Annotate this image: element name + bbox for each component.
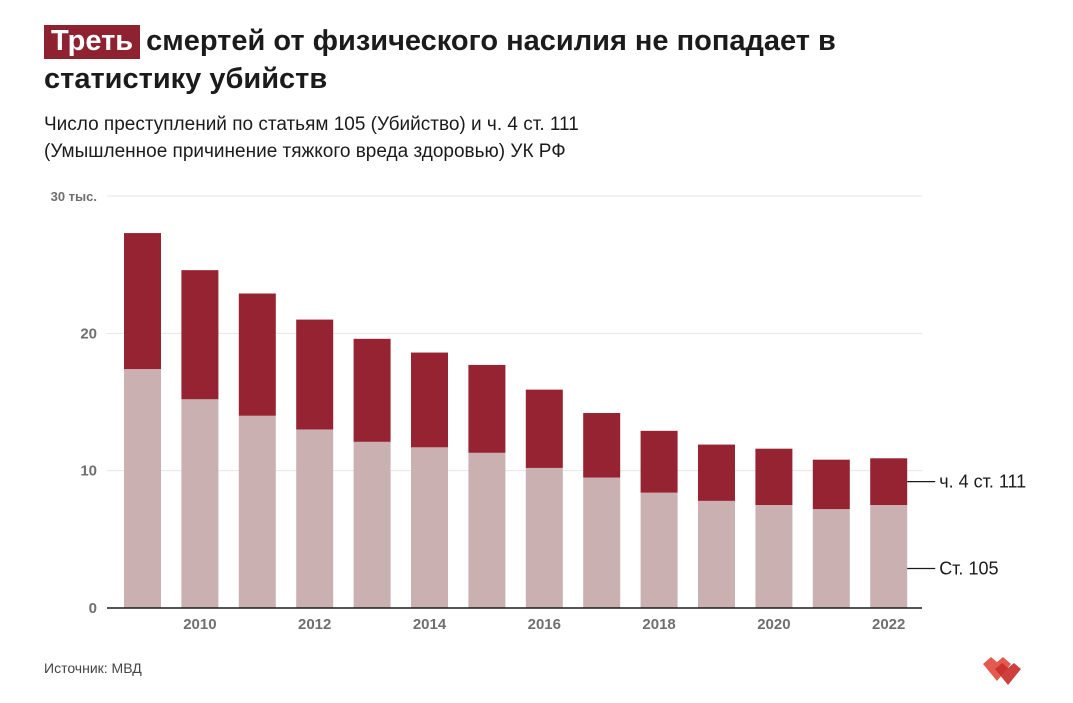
bar-st105	[870, 505, 908, 608]
x-tick-label: 2022	[872, 616, 905, 633]
x-tick-label: 2010	[183, 616, 216, 633]
bar-st105	[698, 500, 735, 608]
bar-ch4-st111	[812, 459, 850, 510]
bar-ch4-st111	[353, 338, 391, 442]
bar-st105	[238, 415, 276, 608]
bar-st105	[124, 369, 161, 608]
bar-st105	[296, 429, 334, 608]
bar-st105	[755, 505, 793, 608]
x-tick-label: 2018	[642, 616, 675, 633]
bar-st105	[525, 467, 563, 608]
x-tick-label: 2016	[528, 616, 561, 633]
bar-ch4-st111	[468, 364, 506, 453]
x-tick-label: 2014	[413, 616, 447, 633]
source-note: Источник: МВД	[44, 660, 142, 676]
bar-st105	[583, 477, 621, 608]
bar-ch4-st111	[525, 389, 563, 468]
x-tick-label: 2020	[757, 616, 790, 633]
bar-ch4-st111	[124, 233, 161, 370]
bar-st105	[468, 452, 506, 608]
title-rest: смертей от физического насилия не попада…	[44, 25, 836, 95]
legend-label-st105: Ст. 105	[939, 559, 998, 579]
x-tick-label: 2012	[298, 616, 331, 633]
bar-ch4-st111	[755, 448, 793, 505]
subtitle-line-1: Число преступлений по статьям 105 (Убийс…	[44, 114, 579, 135]
subtitle-line-2: (Умышленное причинение тяжкого вреда здо…	[44, 141, 566, 162]
bar-st105	[812, 509, 850, 608]
title-highlight: Треть	[44, 25, 141, 59]
bar-ch4-st111	[698, 444, 735, 501]
bar-st105	[353, 441, 391, 608]
chart-subtitle: Число преступлений по статьям 105 (Убийс…	[44, 111, 804, 165]
y-tick-label: 30 тыс.	[51, 189, 97, 204]
bar-st105	[640, 492, 678, 608]
double-heart-logo-icon	[983, 657, 1021, 685]
legend-label-ch4-st111: ч. 4 ст. 111	[939, 472, 1026, 492]
bar-ch4-st111	[583, 412, 621, 478]
bar-ch4-st111	[411, 352, 448, 448]
bar-st105	[181, 399, 219, 608]
bar-ch4-st111	[181, 270, 219, 400]
bar-ch4-st111	[640, 430, 678, 493]
bar-ch4-st111	[870, 458, 908, 505]
chart-title: Треть смертей от физического насилия не п…	[44, 22, 924, 98]
bar-st105	[411, 447, 448, 608]
y-tick-label: 20	[80, 325, 97, 342]
y-tick-label: 10	[80, 463, 97, 480]
bar-ch4-st111	[238, 293, 276, 416]
y-tick-label: 0	[89, 600, 97, 617]
bar-ch4-st111	[296, 319, 334, 430]
